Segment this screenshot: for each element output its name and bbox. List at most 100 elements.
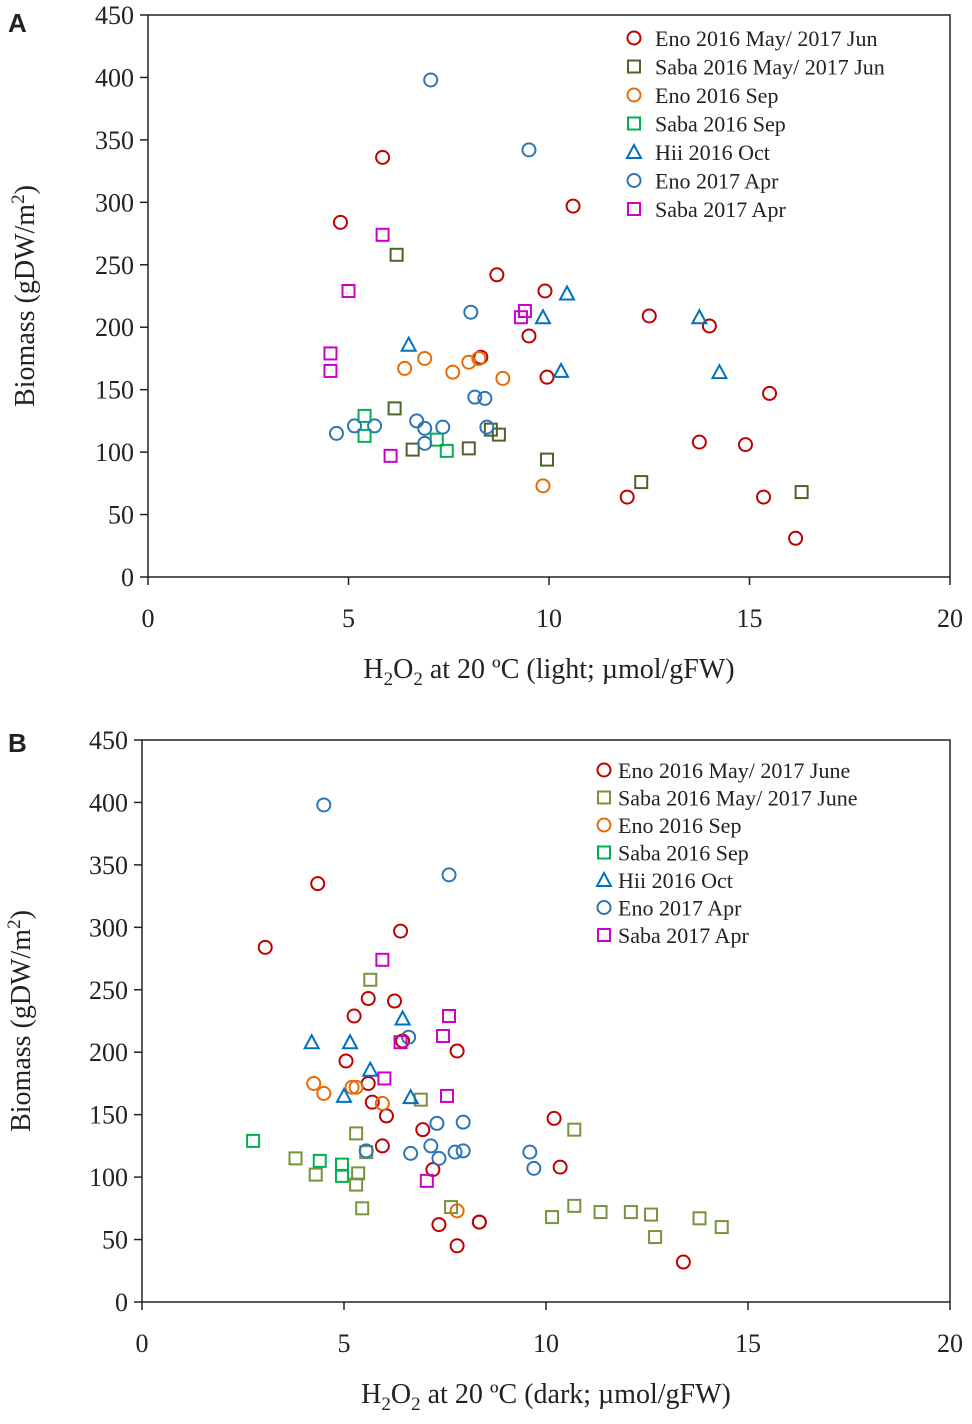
y-tick-label: 250	[89, 976, 128, 1005]
data-point	[341, 1033, 359, 1050]
x-tick-label: 0	[142, 604, 155, 633]
y-tick-label: 400	[89, 788, 128, 817]
series-1	[387, 247, 809, 500]
data-point	[310, 876, 326, 892]
data-point	[644, 1207, 659, 1222]
legend: Eno 2016 May/ 2017 Jun Saba 2016 May/ 201…	[625, 26, 885, 222]
x-tick-label: 15	[735, 1329, 761, 1358]
data-point	[455, 1114, 471, 1130]
series-2	[306, 1075, 465, 1219]
series-0	[257, 876, 691, 1270]
y-axis-title-part: 2	[8, 194, 29, 204]
series-6	[375, 952, 457, 1188]
y-tick-label: 350	[89, 851, 128, 880]
x-tick-label: 15	[737, 604, 763, 633]
data-point	[316, 1085, 332, 1101]
y-axis-title-part: Biomass (gDW/m	[6, 929, 37, 1132]
x-axis-title-part: at 20 ºC (light; µmol/gFW)	[423, 654, 735, 685]
data-point	[374, 1138, 390, 1154]
data-point	[539, 452, 554, 467]
data-point	[334, 1168, 349, 1183]
y-tick-label: 0	[121, 563, 134, 592]
data-point	[375, 149, 391, 165]
data-point	[393, 923, 409, 939]
y-axis-title-part: Biomass (gDW/m	[10, 204, 41, 407]
data-point	[349, 1126, 364, 1141]
data-point	[389, 247, 404, 262]
data-point	[348, 1079, 364, 1095]
legend-label: Saba 2016 Sep	[618, 841, 749, 866]
data-point	[440, 1088, 455, 1103]
data-point	[246, 1133, 261, 1148]
data-point	[701, 318, 717, 334]
data-point	[565, 198, 581, 214]
data-point	[403, 1145, 419, 1161]
legend-label: Eno 2016 Sep	[655, 83, 778, 108]
data-point	[335, 1086, 353, 1103]
x-axis-title: H2O2 at 20 ºC (light; µmol/gFW)	[363, 654, 734, 690]
legend-label: Saba 2016 Sep	[655, 112, 786, 137]
data-point	[423, 1138, 439, 1154]
data-point	[495, 370, 511, 386]
data-point	[417, 435, 433, 451]
series-4	[303, 1009, 420, 1105]
legend-marker	[626, 173, 642, 188]
data-point	[545, 1210, 560, 1225]
data-point	[567, 1122, 582, 1137]
series-3	[246, 1133, 349, 1183]
y-tick-label: 150	[89, 1101, 128, 1130]
data-point	[593, 1205, 608, 1220]
data-point	[435, 1028, 450, 1043]
data-point	[449, 1238, 465, 1254]
legend-marker	[595, 870, 613, 887]
legend-label: Eno 2016 Sep	[618, 813, 741, 838]
data-point	[419, 1173, 434, 1188]
data-point	[477, 390, 493, 406]
data-point	[409, 413, 425, 429]
legend-marker	[626, 87, 642, 103]
data-point	[449, 1043, 465, 1059]
y-axis-title: Biomass (gDW/m2)	[4, 910, 37, 1132]
data-point	[546, 1110, 562, 1126]
x-tick-label: 5	[342, 604, 355, 633]
data-point	[447, 1144, 463, 1160]
data-point	[417, 350, 433, 366]
data-point	[619, 489, 635, 505]
data-point	[623, 1205, 638, 1220]
data-point	[393, 1009, 412, 1026]
data-point	[675, 1254, 691, 1270]
data-point	[489, 267, 505, 283]
series-6	[323, 227, 532, 463]
data-point	[303, 1033, 321, 1050]
series-5	[316, 797, 542, 1176]
y-tick-label: 450	[95, 1, 134, 30]
data-point	[308, 1167, 323, 1182]
legend-label: Saba 2017 Apr	[655, 197, 786, 222]
legend-marker	[596, 817, 612, 833]
x-axis-title-part: H	[363, 654, 383, 685]
legend-label: Saba 2016 May/ 2017 June	[618, 786, 858, 811]
data-point	[552, 1159, 568, 1175]
data-point	[346, 1008, 362, 1024]
data-point	[341, 284, 356, 299]
legend-label: Saba 2017 Apr	[618, 923, 749, 948]
data-point	[483, 422, 498, 437]
x-tick-label: 10	[533, 1329, 559, 1358]
data-point	[756, 489, 772, 505]
data-point	[439, 443, 454, 458]
data-point	[364, 1094, 380, 1110]
data-point	[442, 1009, 457, 1024]
data-point	[552, 361, 570, 378]
y-tick-label: 50	[102, 1226, 128, 1255]
series-1	[288, 972, 729, 1245]
y-tick-label: 450	[89, 726, 128, 755]
data-point	[537, 283, 553, 299]
data-point	[374, 1095, 390, 1111]
data-point	[491, 427, 506, 442]
data-point	[691, 434, 707, 450]
legend-marker	[597, 845, 611, 860]
data-point	[522, 1144, 538, 1160]
data-point	[714, 1220, 729, 1235]
